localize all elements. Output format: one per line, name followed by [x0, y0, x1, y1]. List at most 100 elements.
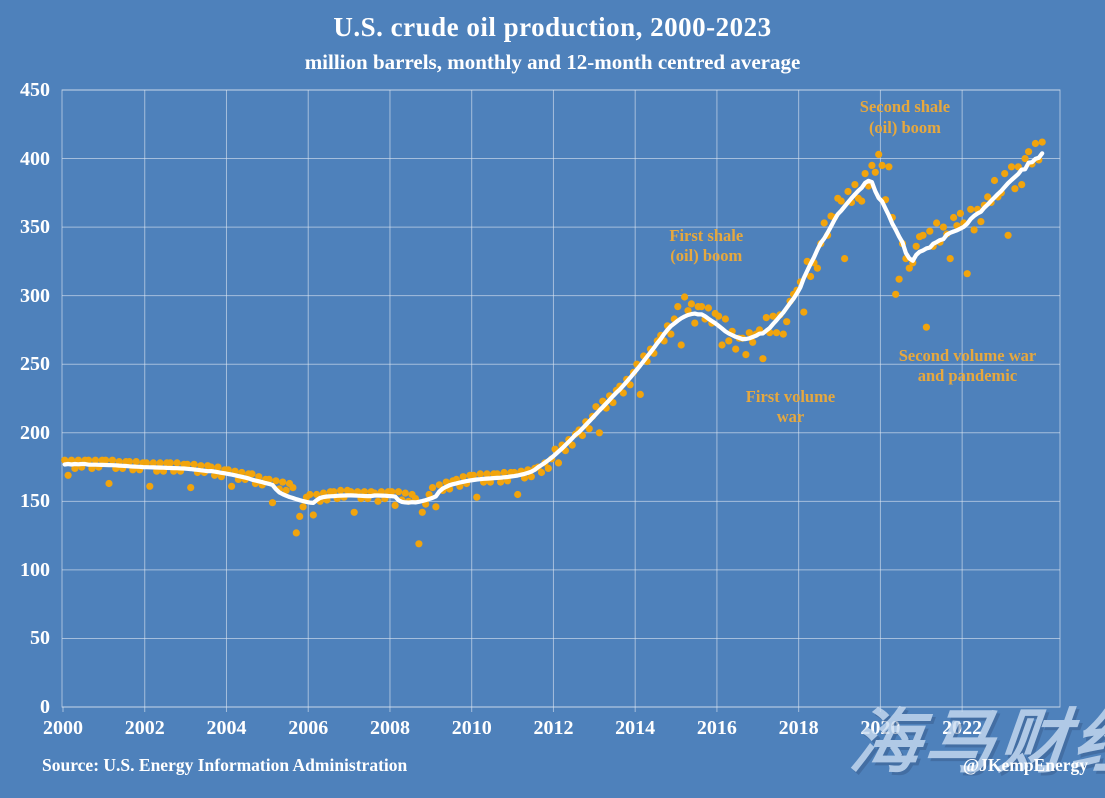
- scatter-point: [749, 338, 757, 346]
- credit-note: @JKempEnergy: [962, 755, 1088, 775]
- scatter-point: [125, 458, 133, 466]
- scatter-point: [473, 493, 481, 501]
- scatter-point: [895, 275, 903, 283]
- scatter-point: [636, 390, 644, 398]
- average-line: [62, 151, 1045, 505]
- scatter-point: [919, 231, 927, 239]
- scatter-point: [428, 484, 437, 492]
- scatter-point: [585, 425, 593, 433]
- chart-title: U.S. crude oil production, 2000-2023: [333, 12, 772, 42]
- scatter-point: [187, 484, 195, 492]
- scatter-point: [691, 319, 699, 327]
- scatter-point: [905, 264, 913, 272]
- gridlines: [61, 89, 1061, 712]
- scatter-point: [214, 463, 222, 471]
- scatter-point: [296, 512, 304, 521]
- scatter-point: [197, 462, 205, 470]
- y-tick-label: 200: [20, 421, 50, 444]
- scatter-point: [418, 508, 426, 516]
- chart-subtitle: million barrels, monthly and 12-month ce…: [304, 50, 801, 74]
- scatter-point: [544, 464, 552, 472]
- scatter-point: [1038, 138, 1046, 146]
- scatter-point: [1001, 170, 1009, 178]
- scatter-point: [844, 187, 852, 196]
- y-tick-label: 400: [20, 147, 50, 170]
- scatter-point: [933, 219, 941, 227]
- scatter-point: [265, 475, 273, 483]
- average-line-series: [62, 151, 1045, 505]
- scatter-point: [687, 300, 696, 308]
- scatter-point: [173, 459, 181, 467]
- scatter-point: [762, 314, 770, 322]
- scatter-point: [578, 431, 587, 440]
- scatter-point: [595, 429, 604, 437]
- scatter-point: [926, 227, 934, 235]
- annotation-text: First shale (oil) boom: [669, 226, 744, 266]
- scatter-point: [732, 345, 740, 353]
- scatter-point: [67, 456, 76, 464]
- scatter-point: [674, 303, 682, 311]
- scatter-point: [681, 293, 689, 301]
- scatter-point: [568, 441, 576, 449]
- scatter-point: [330, 488, 338, 496]
- x-tick-label: 2022: [942, 717, 983, 739]
- scatter-point: [309, 511, 317, 519]
- x-tick-label: 2000: [43, 717, 83, 739]
- y-tick-label: 50: [30, 627, 50, 650]
- scatter-point: [476, 470, 484, 478]
- scatter-point: [837, 197, 845, 205]
- scatter-point: [74, 456, 82, 464]
- scatter-point: [61, 456, 69, 464]
- scatter-point: [698, 303, 706, 311]
- scatter-point: [268, 499, 277, 507]
- scatter-point: [990, 176, 999, 185]
- scatter-point: [146, 482, 154, 490]
- x-tick-label: 2006: [288, 717, 329, 739]
- scatter-point: [289, 484, 297, 492]
- scatter-point: [779, 330, 787, 338]
- scatter-point: [360, 488, 368, 496]
- scatter-point: [963, 270, 971, 278]
- scatter-point: [858, 197, 866, 205]
- scatter-point: [483, 470, 491, 478]
- scatter-point: [84, 456, 93, 464]
- x-tick-label: 2002: [124, 717, 165, 739]
- scatter-point: [946, 255, 954, 263]
- scatter-point: [459, 473, 467, 481]
- scatter-point: [868, 161, 876, 169]
- annotation-text: Second volume war and pandemic: [898, 345, 1037, 385]
- scatter-point: [394, 488, 403, 496]
- scatter-point: [704, 304, 713, 312]
- annotation-text: Second shale (oil) boom: [859, 97, 951, 137]
- x-tick-label: 2018: [778, 717, 819, 739]
- scatter-point: [554, 459, 563, 467]
- scatter-point: [183, 460, 191, 468]
- y-tick-label: 150: [20, 490, 50, 513]
- scatter-point: [350, 508, 358, 516]
- scatter-point: [279, 478, 287, 486]
- x-tick-label: 2020: [860, 717, 901, 739]
- y-tick-label: 350: [20, 216, 50, 239]
- scatter-point: [64, 471, 72, 479]
- scatter-point: [1011, 185, 1019, 193]
- scatter-point: [313, 490, 321, 499]
- scatter-point: [432, 503, 440, 511]
- scatter-point: [500, 468, 508, 477]
- scatter-point: [851, 181, 859, 189]
- scatter-point: [388, 488, 396, 496]
- y-tick-label: 250: [20, 353, 50, 376]
- scatter-point: [677, 341, 685, 349]
- scatter-point: [1007, 163, 1016, 171]
- scatter-point: [1025, 148, 1033, 156]
- scatter-point: [759, 355, 767, 363]
- scatter-point: [299, 503, 307, 511]
- source-note: Source: U.S. Energy Information Administ…: [42, 755, 408, 775]
- x-tick-label: 2008: [369, 717, 410, 739]
- scatter-point: [950, 213, 958, 222]
- scatter-point: [102, 456, 110, 464]
- scatter-point: [142, 459, 150, 467]
- scatter-point: [207, 463, 215, 471]
- scatter-point: [742, 351, 750, 359]
- scatter-point: [783, 318, 791, 326]
- scatter-point: [715, 312, 723, 320]
